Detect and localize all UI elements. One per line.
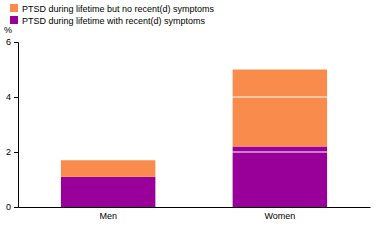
y-tick-mark	[14, 152, 18, 153]
x-tick-label: Women	[264, 211, 295, 221]
grid-line	[18, 152, 370, 153]
legend-label: PTSD during lifetime but no recent(d) sy…	[22, 4, 215, 14]
y-tick-mark	[14, 42, 18, 43]
grid-line	[18, 97, 370, 98]
bar	[233, 70, 327, 147]
x-tick: Men	[99, 207, 117, 221]
bars	[61, 70, 327, 208]
y-tick-label: 4	[6, 92, 11, 102]
x-tick-label: Men	[99, 211, 117, 221]
x-axis: Men Women	[19, 207, 371, 221]
legend-label: PTSD during lifetime with recent(d) symp…	[22, 16, 206, 26]
x-tick: Women	[264, 207, 295, 221]
x-axis-line	[19, 207, 371, 208]
y-tick-label: 2	[6, 147, 11, 157]
legend-swatch	[10, 4, 18, 12]
y-tick: 0	[6, 202, 18, 212]
y-tick-mark	[14, 207, 18, 208]
y-axis-line	[14, 43, 19, 208]
y-tick: 4	[6, 92, 18, 102]
grid	[18, 42, 370, 152]
bar	[233, 147, 327, 208]
y-tick-label: 0	[6, 202, 11, 212]
bar	[61, 177, 155, 207]
bar	[61, 160, 155, 177]
y-tick-mark	[14, 97, 18, 98]
y-axis: 0 2 4 6	[6, 37, 19, 212]
y-tick: 6	[6, 37, 18, 47]
y-tick: 2	[6, 147, 18, 157]
grid-line	[18, 42, 370, 43]
y-axis-title: %	[4, 25, 12, 35]
chart: 0 2 4 6% Men Women PTSD during lifetime but no…	[0, 0, 378, 227]
legend-swatch	[10, 16, 18, 24]
y-tick-label: 6	[6, 37, 11, 47]
legend: PTSD during lifetime but no recent(d) sy…	[10, 4, 215, 26]
